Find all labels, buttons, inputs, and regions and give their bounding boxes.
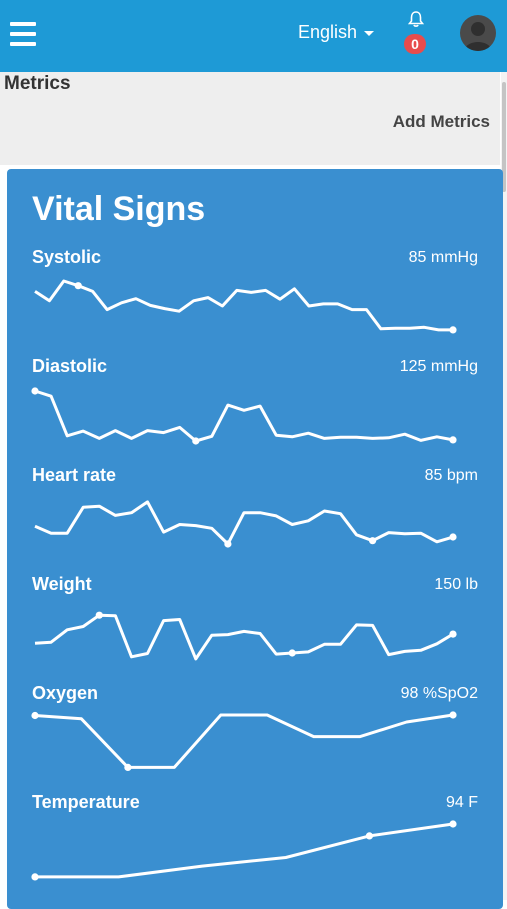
sparkline-point-oxygen xyxy=(449,711,457,719)
bell-icon xyxy=(408,11,424,27)
metric-value-oxygen: 98 %SpO2 xyxy=(400,685,478,702)
metric-label-heart-rate: Heart rate xyxy=(32,465,117,485)
sparkline-point-heart-rate xyxy=(224,540,232,548)
page-title: Metrics xyxy=(4,73,71,94)
user-avatar-icon xyxy=(464,22,492,51)
notifications-button[interactable]: 0 xyxy=(404,10,428,54)
sparkline-point-diastolic xyxy=(449,436,457,444)
sparkline-point-weight xyxy=(288,649,296,657)
sparkline-point-oxygen xyxy=(31,711,39,720)
notification-count-badge: 0 xyxy=(404,34,426,54)
sparkline-systolic xyxy=(34,279,453,332)
sparkline-point-systolic xyxy=(449,326,457,334)
metric-value-temperature: 94 F xyxy=(445,794,478,811)
sparkline-point-weight xyxy=(95,611,103,619)
sparkline-heart-rate xyxy=(34,500,454,546)
sparkline-oxygen xyxy=(34,713,454,769)
sparkline-point-temperature xyxy=(31,873,39,881)
metric-value-weight: 150 lb xyxy=(434,576,478,593)
sparkline-point-heart-rate xyxy=(449,533,457,541)
avatar[interactable] xyxy=(460,15,496,51)
vital-signs-title: Vital Signs xyxy=(32,190,206,228)
sparkline-point-diastolic xyxy=(192,437,200,445)
scrollbar[interactable] xyxy=(501,72,507,900)
language-selector[interactable]: English xyxy=(298,22,375,43)
metric-value-heart-rate: 85 bpm xyxy=(424,467,478,484)
sparkline-point-systolic xyxy=(74,282,82,290)
sparkline-point-temperature xyxy=(365,832,373,840)
sparkline-weight xyxy=(34,613,454,661)
metric-label-systolic: Systolic xyxy=(32,247,102,267)
metric-label-oxygen: Oxygen xyxy=(32,683,99,703)
language-label: English xyxy=(298,22,358,42)
top-bar: English 0 xyxy=(0,0,507,72)
sparkline-diastolic xyxy=(34,389,454,443)
sparkline-point-weight xyxy=(449,630,457,638)
scrollbar-thumb[interactable] xyxy=(502,82,506,192)
metric-value-diastolic: 125 mmHg xyxy=(399,358,478,375)
sparkline-point-diastolic xyxy=(31,387,39,395)
metric-label-temperature: Temperature xyxy=(32,792,140,812)
sparkline-point-heart-rate xyxy=(369,537,377,545)
sparkline-point-temperature xyxy=(449,820,457,828)
metrics-header xyxy=(0,72,500,165)
metric-value-systolic: 85 mmHg xyxy=(408,249,478,266)
caret-down-icon xyxy=(364,31,375,36)
menu-icon[interactable] xyxy=(10,22,36,46)
metric-label-weight: Weight xyxy=(32,574,92,594)
add-metrics-button[interactable]: Add Metrics xyxy=(392,112,490,131)
metric-label-diastolic: Diastolic xyxy=(32,356,108,376)
sparkline-temperature xyxy=(35,822,454,879)
sparkline-point-oxygen xyxy=(124,763,132,772)
